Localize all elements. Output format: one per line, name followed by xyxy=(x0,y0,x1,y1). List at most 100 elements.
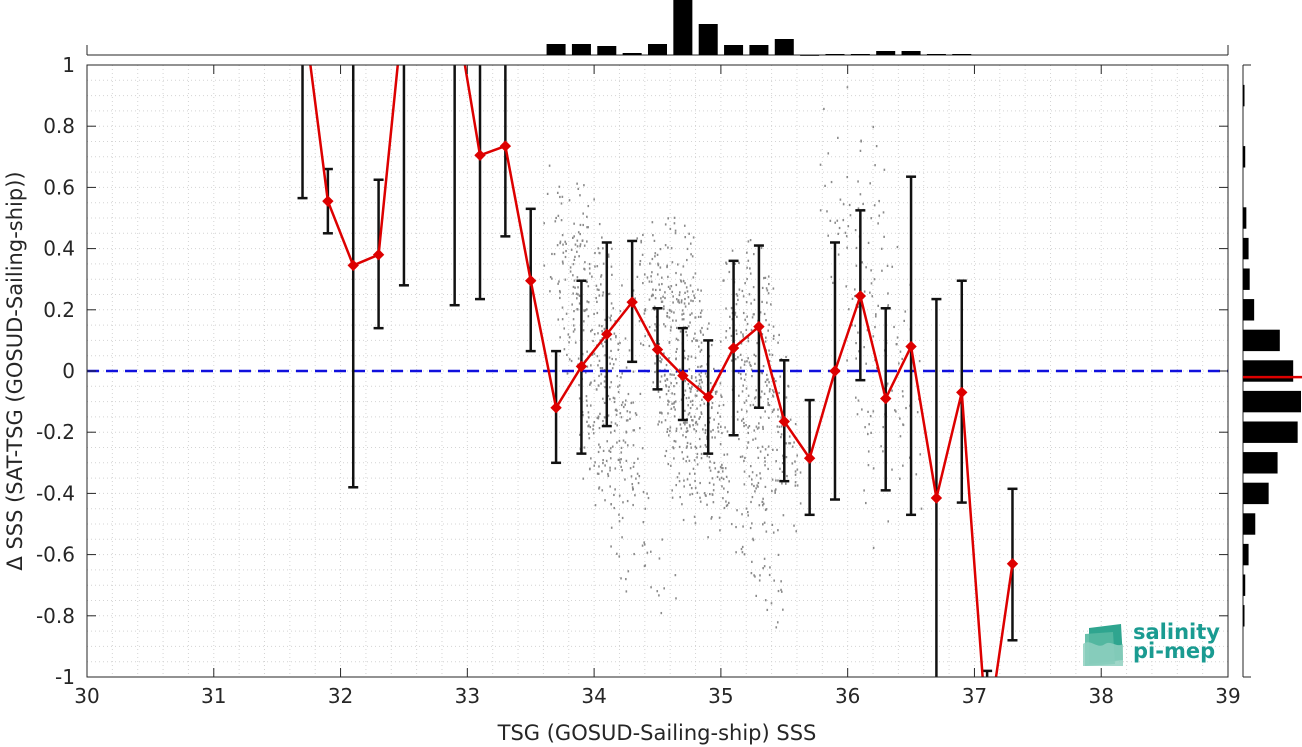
scatter-point xyxy=(690,253,692,256)
scatter-point xyxy=(669,373,672,376)
scatter-point xyxy=(695,339,697,342)
scatter-point xyxy=(698,373,701,376)
scatter-point xyxy=(625,430,628,433)
scatter-point xyxy=(738,288,741,291)
scatter-point xyxy=(585,308,588,311)
scatter-point xyxy=(673,393,676,396)
wave-logo-icon xyxy=(1083,624,1123,666)
scatter-point xyxy=(782,514,785,517)
right-hist-bar xyxy=(1243,452,1278,474)
scatter-point xyxy=(654,252,657,255)
scatter-point xyxy=(553,252,556,256)
scatter-point xyxy=(839,198,842,201)
scatter-point xyxy=(700,411,703,414)
scatter-point xyxy=(689,242,692,245)
scatter-point xyxy=(613,493,615,497)
scatter-point xyxy=(690,415,692,418)
scatter-point xyxy=(683,485,685,488)
scatter-point xyxy=(723,487,725,490)
scatter-point xyxy=(661,538,664,541)
scatter-point xyxy=(855,264,858,267)
scatter-point xyxy=(739,373,742,376)
scatter-point xyxy=(860,140,862,143)
scatter-point xyxy=(755,474,758,477)
scatter-point xyxy=(780,425,783,428)
scatter-point xyxy=(722,477,725,481)
scatter-point xyxy=(557,282,559,285)
scatter-point xyxy=(610,302,613,305)
scatter-point xyxy=(577,357,580,360)
scatter-point xyxy=(899,435,902,438)
scatter-point xyxy=(674,408,676,411)
scatter-point xyxy=(851,297,854,300)
scatter-point xyxy=(598,374,600,378)
scatter-point xyxy=(629,417,631,420)
scatter-point xyxy=(768,404,771,407)
scatter-point xyxy=(698,437,701,441)
scatter-point xyxy=(576,297,578,300)
scatter-point xyxy=(654,370,656,374)
scatter-point xyxy=(699,481,701,485)
top-hist-bar xyxy=(901,51,921,55)
scatter-point xyxy=(582,223,585,227)
mean-marker xyxy=(525,275,537,287)
scatter-point xyxy=(669,329,672,332)
scatter-point xyxy=(654,255,656,258)
scatter-point xyxy=(601,294,604,297)
scatter-point xyxy=(659,288,661,291)
scatter-point xyxy=(675,427,678,430)
scatter-point xyxy=(613,429,616,432)
scatter-point xyxy=(771,394,774,397)
scatter-point xyxy=(601,489,604,492)
scatter-point xyxy=(746,446,749,449)
scatter-point xyxy=(713,367,715,371)
scatter-point xyxy=(559,240,562,243)
scatter-point xyxy=(612,363,615,366)
scatter-point xyxy=(610,526,613,529)
scatter-point xyxy=(765,336,767,339)
scatter-point xyxy=(703,402,706,405)
scatter-point xyxy=(587,204,590,208)
scatter-point xyxy=(891,468,893,471)
scatter-point xyxy=(752,537,754,540)
scatter-point xyxy=(753,429,756,432)
scatter-point xyxy=(692,276,695,279)
scatter-point xyxy=(670,382,672,385)
scatter-point xyxy=(767,398,769,401)
y-tick-label: 0.2 xyxy=(43,298,75,322)
scatter-point xyxy=(699,500,702,503)
scatter-point xyxy=(629,411,631,414)
scatter-point xyxy=(718,516,721,519)
scatter-point xyxy=(695,430,698,433)
scatter-point xyxy=(899,417,901,420)
scatter-point xyxy=(768,573,771,577)
scatter-point xyxy=(588,437,591,440)
scatter-point xyxy=(596,355,599,358)
scatter-point xyxy=(877,222,879,225)
scatter-point xyxy=(750,302,752,305)
scatter-point xyxy=(656,253,659,256)
scatter-point xyxy=(702,333,705,336)
scatter-point xyxy=(763,521,766,524)
scatter-point xyxy=(717,422,720,426)
scatter-point xyxy=(649,550,652,553)
scatter-point xyxy=(668,316,671,319)
scatter-point xyxy=(795,530,798,533)
scatter-point xyxy=(736,315,738,318)
scatter-point xyxy=(664,454,667,458)
scatter-point xyxy=(690,487,693,490)
scatter-point xyxy=(673,406,675,409)
scatter-point xyxy=(754,396,757,399)
scatter-point xyxy=(735,293,738,296)
scatter-point xyxy=(558,185,561,188)
scatter-point xyxy=(591,328,593,331)
scatter-point xyxy=(705,375,708,378)
top-hist-bar xyxy=(774,39,794,55)
scatter-point xyxy=(846,246,848,249)
scatter-point xyxy=(609,338,612,341)
scatter-point xyxy=(602,449,605,453)
scatter-point xyxy=(691,419,693,422)
scatter-point xyxy=(740,331,742,334)
scatter-point xyxy=(780,436,782,439)
scatter-point xyxy=(861,261,863,264)
